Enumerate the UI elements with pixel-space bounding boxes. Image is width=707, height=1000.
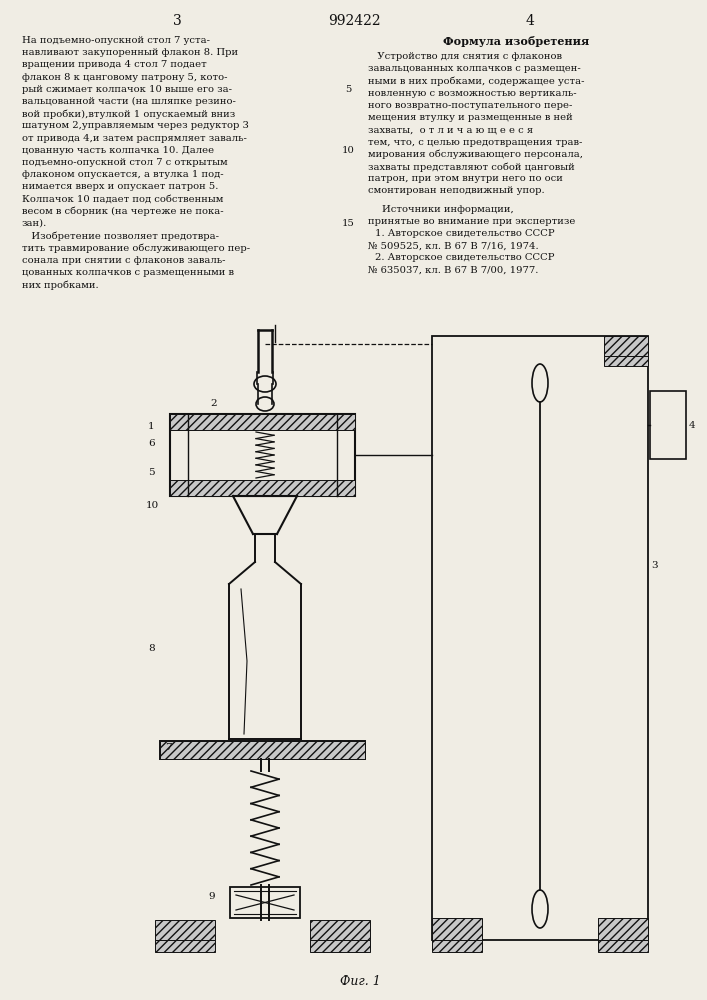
Bar — [155, 920, 215, 940]
Text: вращении привода 4 стол 7 подает: вращении привода 4 стол 7 подает — [22, 60, 206, 69]
Bar — [604, 336, 648, 356]
Text: весом в сборник (на чертеже не пока-: весом в сборник (на чертеже не пока- — [22, 207, 223, 216]
Bar — [650, 391, 686, 459]
Text: тить травмирование обслуживающего пер-: тить травмирование обслуживающего пер- — [22, 243, 250, 253]
Text: 15: 15 — [341, 219, 354, 228]
Text: 4: 4 — [525, 14, 534, 28]
Text: На подъемно-опускной стол 7 уста-: На подъемно-опускной стол 7 уста- — [22, 36, 210, 45]
Text: Формула изобретения: Формула изобретения — [443, 36, 589, 47]
Bar — [432, 940, 482, 952]
Text: смонтирован неподвижный упор.: смонтирован неподвижный упор. — [368, 186, 544, 195]
Text: № 509525, кл. В 67 В 7/16, 1974.: № 509525, кл. В 67 В 7/16, 1974. — [368, 241, 539, 250]
Text: 7: 7 — [165, 743, 172, 752]
Bar — [604, 356, 648, 366]
Text: флаконом опускается, а втулка 1 под-: флаконом опускается, а втулка 1 под- — [22, 170, 223, 179]
Text: вой пробки),втулкой 1 опускаемый вниз: вой пробки),втулкой 1 опускаемый вниз — [22, 109, 238, 119]
Text: зан).: зан). — [22, 219, 47, 228]
Text: рый сжимает колпачок 10 выше его за-: рый сжимает колпачок 10 выше его за- — [22, 85, 232, 94]
Text: флакон 8 к цанговому патрону 5, кото-: флакон 8 к цанговому патрону 5, кото- — [22, 73, 228, 82]
Bar — [230, 887, 300, 918]
Text: 9: 9 — [208, 892, 215, 901]
Text: цованную часть колпачка 10. Далее: цованную часть колпачка 10. Далее — [22, 146, 214, 155]
Text: вальцованной части (на шляпке резино-: вальцованной части (на шляпке резино- — [22, 97, 236, 106]
Ellipse shape — [532, 890, 548, 928]
Text: принятые во внимание при экспертизе: принятые во внимание при экспертизе — [368, 217, 575, 226]
Text: 2: 2 — [210, 399, 216, 408]
Text: мещения втулку и размещенные в ней: мещения втулку и размещенные в ней — [368, 113, 573, 122]
Text: Устройство для снятия с флаконов: Устройство для снятия с флаконов — [368, 52, 562, 61]
Text: завальцованных колпачков с размещен-: завальцованных колпачков с размещен- — [368, 64, 580, 73]
Text: них пробками.: них пробками. — [22, 280, 98, 290]
Text: шатуном 2,управляемым через редуктор 3: шатуном 2,управляемым через редуктор 3 — [22, 121, 249, 130]
Text: 5: 5 — [148, 468, 155, 477]
Text: 3: 3 — [651, 562, 658, 570]
Bar — [170, 480, 355, 496]
Bar — [598, 918, 648, 940]
Bar — [598, 940, 648, 952]
Bar — [160, 741, 365, 759]
Ellipse shape — [532, 364, 548, 402]
Bar — [310, 920, 370, 940]
Text: 5: 5 — [345, 85, 351, 94]
Text: 1: 1 — [148, 422, 155, 431]
Text: 2. Авторское свидетельство СССР: 2. Авторское свидетельство СССР — [375, 253, 554, 262]
Bar — [170, 414, 355, 430]
Text: 4: 4 — [689, 420, 696, 430]
Text: подъемно-опускной стол 7 с открытым: подъемно-опускной стол 7 с открытым — [22, 158, 228, 167]
Text: захваты представляют собой цанговый: захваты представляют собой цанговый — [368, 162, 575, 172]
Bar — [432, 918, 482, 940]
Text: патрон, при этом внутри него по оси: патрон, при этом внутри него по оси — [368, 174, 563, 183]
Text: ными в них пробками, содержащее уста-: ными в них пробками, содержащее уста- — [368, 77, 585, 86]
Text: сонала при снятии с флаконов заваль-: сонала при снятии с флаконов заваль- — [22, 256, 226, 265]
Text: 8: 8 — [148, 644, 155, 653]
Text: захваты,  о т л и ч а ю щ е е с я: захваты, о т л и ч а ю щ е е с я — [368, 125, 533, 134]
Text: 1. Авторское свидетельство СССР: 1. Авторское свидетельство СССР — [375, 229, 554, 238]
Bar — [155, 940, 215, 952]
Text: 992422: 992422 — [327, 14, 380, 28]
Text: Колпачок 10 падает под собственным: Колпачок 10 падает под собственным — [22, 195, 223, 204]
Text: 10: 10 — [146, 501, 159, 510]
Text: новленную с возможностью вертикаль-: новленную с возможностью вертикаль- — [368, 89, 577, 98]
Text: Изобретение позволяет предотвра-: Изобретение позволяет предотвра- — [22, 231, 219, 241]
Text: ного возвратно-поступательного пере-: ного возвратно-поступательного пере- — [368, 101, 573, 110]
Text: 6: 6 — [148, 439, 155, 448]
Text: тем, что, с целью предотвращения трав-: тем, что, с целью предотвращения трав- — [368, 138, 583, 147]
Ellipse shape — [256, 397, 274, 411]
Bar — [310, 940, 370, 952]
Text: Источники информации,: Источники информации, — [382, 205, 514, 214]
Bar — [432, 336, 648, 940]
Text: нимается вверх и опускает патрон 5.: нимается вверх и опускает патрон 5. — [22, 182, 218, 191]
Text: мирования обслуживающего персонала,: мирования обслуживающего персонала, — [368, 150, 583, 159]
Text: цованных колпачков с размещенными в: цованных колпачков с размещенными в — [22, 268, 234, 277]
Text: навливают закупоренный флакон 8. При: навливают закупоренный флакон 8. При — [22, 48, 238, 57]
Text: 3: 3 — [173, 14, 182, 28]
Bar — [160, 741, 365, 759]
Ellipse shape — [254, 376, 276, 392]
Text: № 635037, кл. В 67 В 7/00, 1977.: № 635037, кл. В 67 В 7/00, 1977. — [368, 266, 538, 275]
Text: 10: 10 — [341, 146, 354, 155]
Text: от привода 4,и затем распрямляет заваль-: от привода 4,и затем распрямляет заваль- — [22, 134, 247, 143]
Text: Фиг. 1: Фиг. 1 — [339, 975, 380, 988]
Bar — [170, 414, 355, 496]
